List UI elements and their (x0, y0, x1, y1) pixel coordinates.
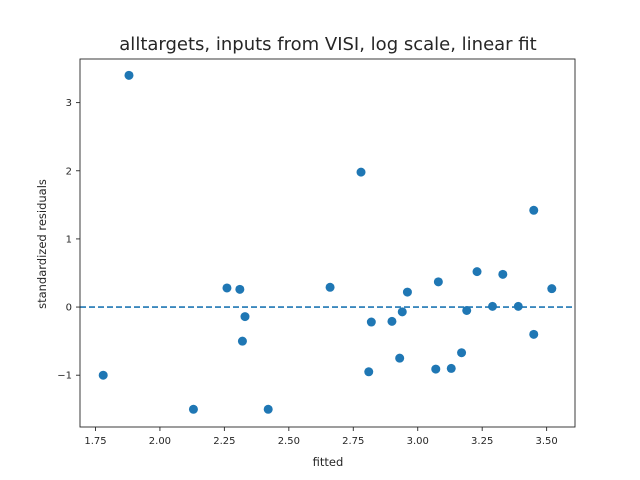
data-point (498, 269, 508, 279)
y-tick-label: 0 (66, 303, 72, 314)
x-axis-label: fitted (313, 455, 344, 469)
y-tick-label: 2 (66, 166, 72, 177)
data-point (488, 301, 497, 311)
data-point (237, 336, 247, 346)
data-point (356, 167, 366, 177)
x-tick-label: 3.50 (536, 436, 558, 447)
data-point (472, 267, 482, 277)
data-point (513, 301, 523, 311)
y-tick-label: 3 (66, 98, 72, 109)
data-point (529, 329, 539, 339)
data-point (124, 70, 134, 80)
data-point (222, 283, 232, 293)
x-tick-label: 2.00 (149, 436, 171, 447)
data-point (462, 305, 472, 315)
plot-area (80, 70, 575, 414)
y-tick-label: −1 (57, 371, 72, 382)
data-point (98, 370, 108, 380)
y-tick-label: 1 (66, 234, 72, 245)
data-point (402, 287, 412, 297)
x-tick-label: 2.25 (213, 436, 235, 447)
x-tick-label: 1.75 (84, 436, 106, 447)
x-axis-ticks: 1.75 2.00 2.25 2.50 2.75 3.00 3.25 3.50 (84, 427, 558, 447)
data-point (263, 404, 273, 414)
data-point (366, 317, 376, 327)
x-tick-label: 3.25 (471, 436, 493, 447)
data-point (395, 353, 405, 363)
data-point (433, 277, 443, 287)
data-point (240, 312, 250, 322)
data-point (397, 307, 407, 317)
x-tick-label: 2.50 (278, 436, 300, 447)
axes-frame (79, 58, 576, 428)
data-point (325, 282, 335, 292)
data-point (235, 284, 245, 294)
data-point (431, 364, 441, 374)
data-point (457, 348, 467, 358)
y-axis-ticks: −1 0 1 2 3 (57, 98, 80, 382)
data-point (188, 404, 198, 414)
data-point (387, 316, 397, 326)
data-point (446, 363, 456, 373)
chart-title: alltargets, inputs from VISI, log scale,… (119, 34, 536, 55)
x-tick-label: 2.75 (342, 436, 364, 447)
data-point (364, 367, 374, 377)
data-point (547, 284, 557, 294)
data-point (529, 205, 539, 215)
y-axis-label: standardized residuals (35, 179, 49, 309)
x-tick-label: 3.00 (407, 436, 429, 447)
